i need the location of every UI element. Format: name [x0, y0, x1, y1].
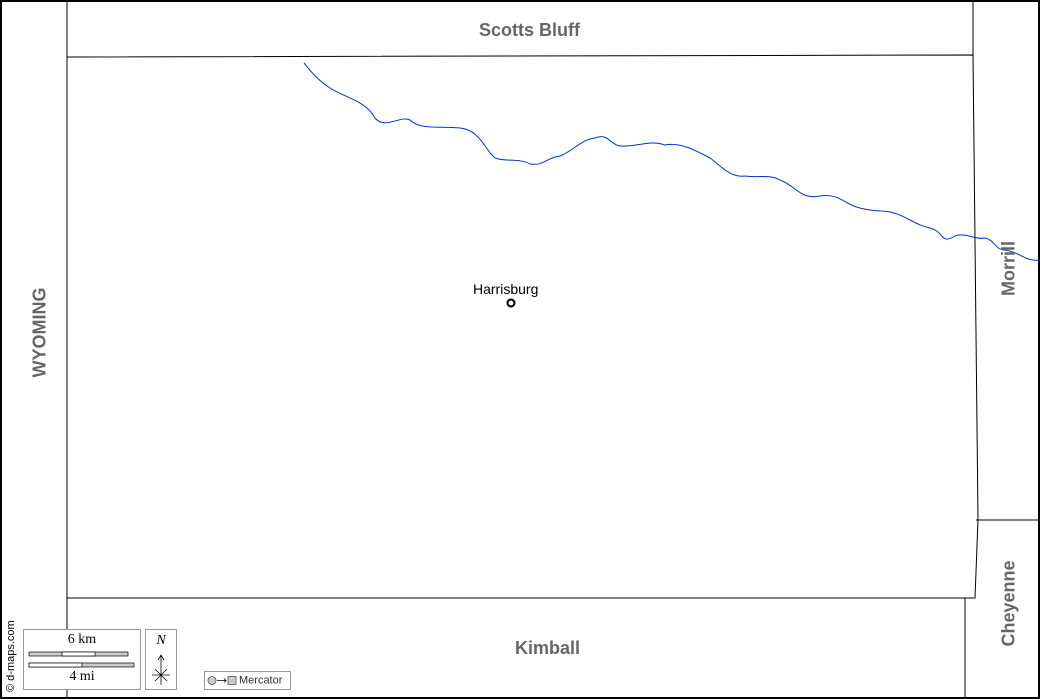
- label-morrill: Morrill: [998, 241, 1019, 297]
- label-wyoming: WYOMING: [29, 287, 50, 378]
- scale-km-label: 6 km: [67, 632, 97, 647]
- projection-box: Mercator: [204, 671, 291, 690]
- projection-icon: [207, 676, 237, 685]
- county-border: [66, 54, 979, 599]
- city-label-harrisburg: Harrisburg: [473, 281, 539, 297]
- scale-bar: 6 km 4 mi: [23, 629, 141, 690]
- scale-bars: [28, 651, 135, 668]
- north-arrow: N: [145, 629, 177, 690]
- label-cheyenne: Cheyenne: [998, 560, 1019, 647]
- credit: © d-maps.com: [5, 620, 17, 692]
- river: [303, 62, 1040, 261]
- scale-mi-label: 4 mi: [69, 669, 95, 684]
- projection-label: Mercator: [239, 674, 283, 687]
- city-marker-harrisburg: [506, 298, 516, 308]
- label-kimball: Kimball: [515, 638, 581, 658]
- compass-icon: [152, 654, 170, 685]
- label-scotts-bluff: Scotts Bluff: [479, 20, 580, 40]
- north-label: N: [156, 633, 166, 648]
